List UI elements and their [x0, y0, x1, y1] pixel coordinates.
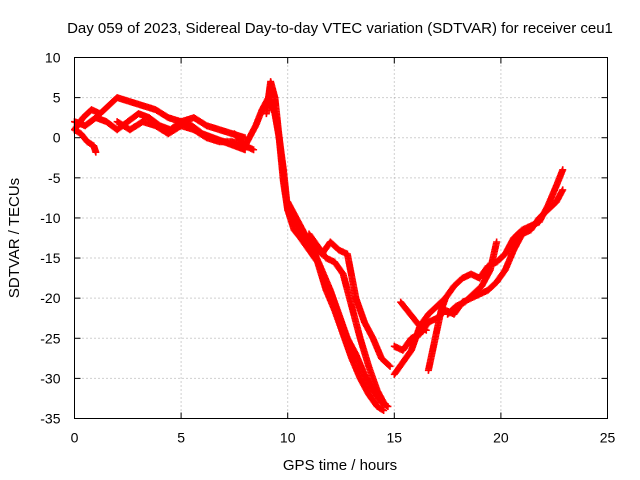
x-tick-label: 5: [177, 430, 185, 446]
plot-frame: [74, 57, 608, 419]
y-axis-label: SDTVAR / TECUs: [6, 178, 23, 298]
y-tick-label: 5: [53, 90, 61, 106]
data-point-marker: [421, 325, 429, 333]
series-satellite-track-i: [390, 166, 567, 378]
y-tick-label: 10: [45, 50, 61, 66]
series-satellite-track-m: [444, 238, 501, 318]
x-tick-label: 20: [493, 430, 509, 446]
data-point-marker: [422, 326, 430, 334]
data-point-marker: [386, 362, 394, 370]
data-layer: [71, 78, 567, 414]
series-satellite-track-k: [397, 298, 430, 334]
y-tick-label: -25: [40, 330, 60, 346]
data-point-marker: [92, 148, 100, 156]
series-satellite-track-h: [305, 230, 388, 406]
y-tick-label: -10: [40, 210, 60, 226]
y-tick-label: -5: [48, 170, 61, 186]
data-point-marker: [493, 238, 501, 246]
series-satellite-track-c: [71, 126, 100, 156]
chart-title: Day 059 of 2023, Sidereal Day-to-day VTE…: [67, 20, 613, 37]
y-tick-label: -30: [40, 370, 60, 386]
data-point-marker: [559, 166, 567, 174]
series-satellite-track-l: [424, 294, 449, 374]
axis-ticks: 0 5 10 15 20 25 10 5 0 -5 -10 -15 -20 -25 -30 -35: [40, 50, 615, 446]
y-tick-label: 0: [53, 130, 61, 146]
x-axis-label: GPS time / hours: [283, 457, 397, 474]
data-point-marker: [385, 361, 393, 369]
data-point-marker: [384, 402, 392, 410]
x-tick-label: 0: [71, 430, 79, 446]
data-point-marker: [378, 406, 386, 414]
data-point-marker: [250, 146, 258, 154]
data-point-marker: [559, 186, 567, 194]
data-point-marker: [380, 398, 388, 406]
grid: [74, 57, 608, 419]
x-tick-label: 25: [600, 430, 616, 446]
x-tick-label: 10: [280, 430, 296, 446]
series-satellite-track-d: [113, 118, 258, 154]
y-tick-label: -15: [40, 250, 60, 266]
y-tick-label: -35: [40, 411, 60, 427]
series-satellite-track-g: [284, 198, 394, 370]
x-tick-label: 15: [387, 430, 403, 446]
data-point-marker: [380, 406, 388, 414]
data-point-marker: [441, 294, 449, 302]
y-tick-label: -20: [40, 290, 60, 306]
